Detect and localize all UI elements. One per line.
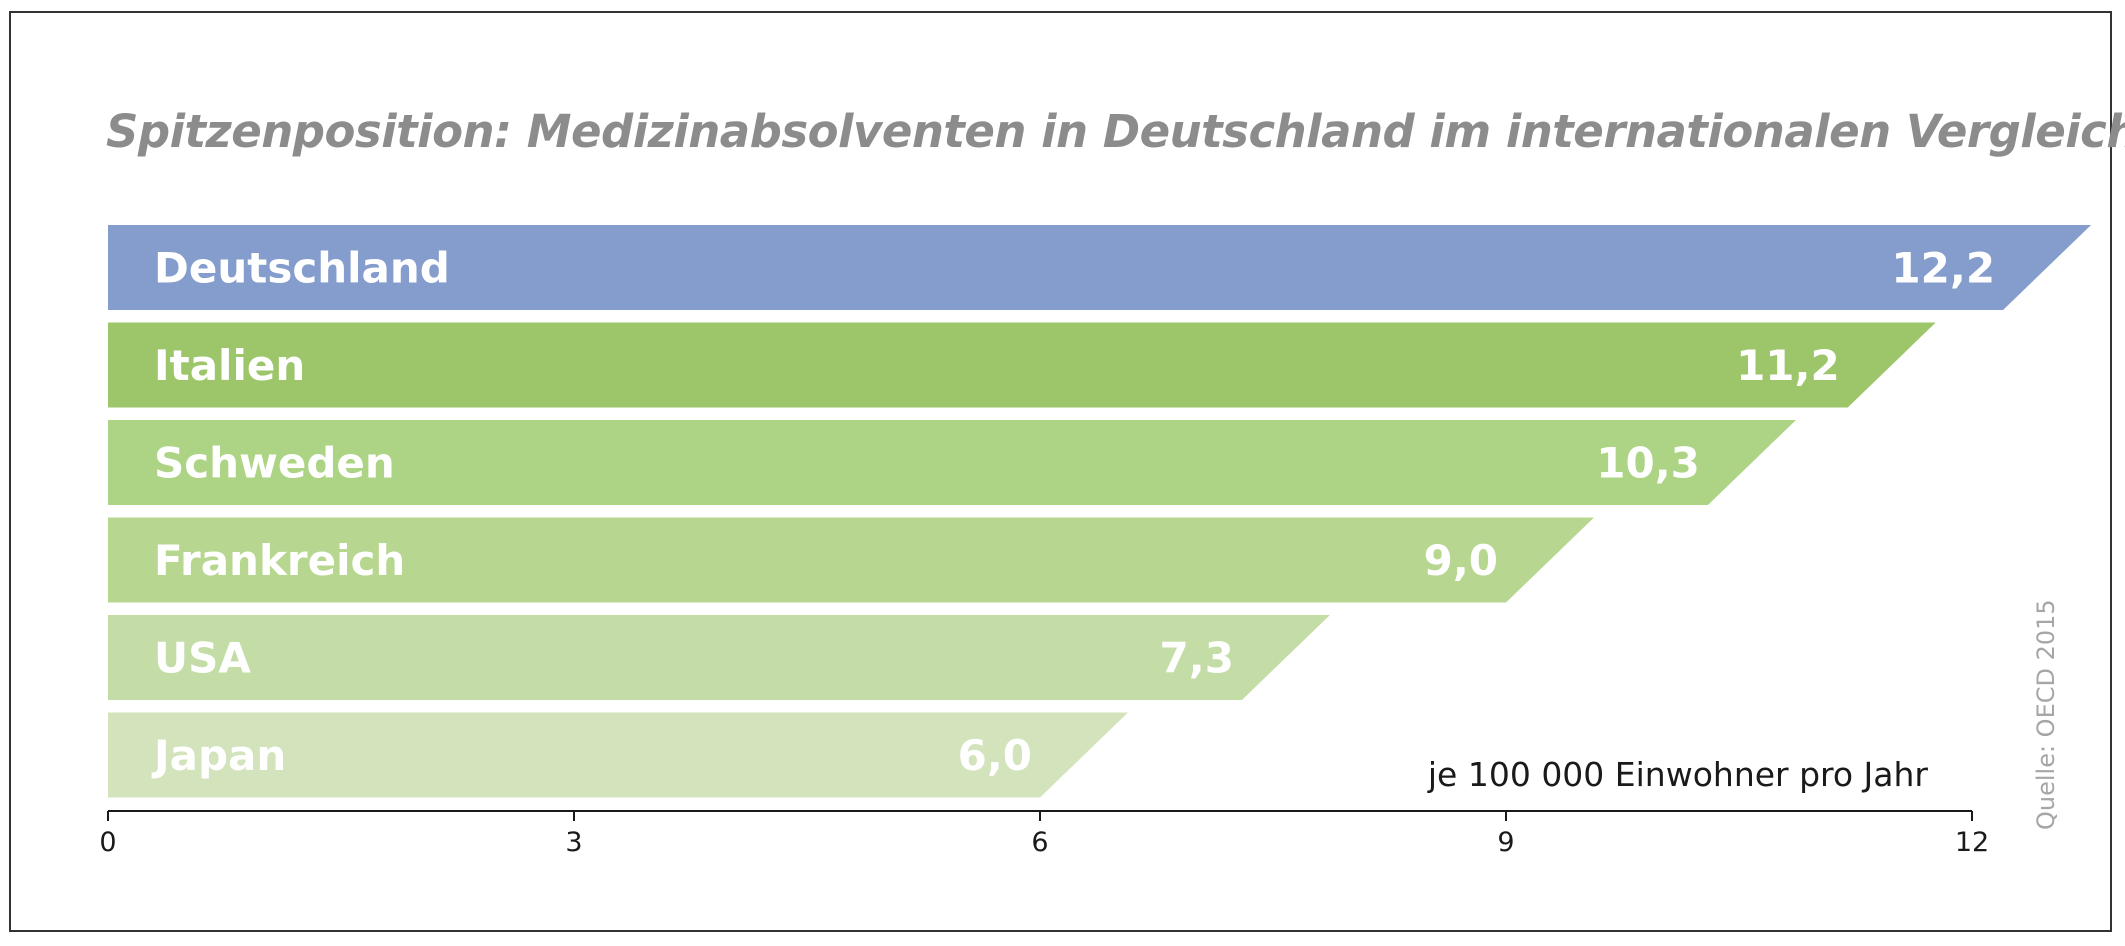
value-label: 6,0 (958, 731, 1032, 780)
bar-frankreich (108, 517, 1594, 603)
value-label: 9,0 (1424, 536, 1498, 585)
source-label: Quelle: OECD 2015 (2032, 599, 2060, 830)
category-label: Deutschland (154, 244, 450, 293)
category-label: Italien (154, 341, 305, 390)
bars-layer: Deutschland 12,2 Italien 11,2 Schweden 10,3 Fr… (108, 225, 2092, 798)
value-label: 7,3 (1160, 634, 1234, 683)
chart-title: Spitzenposition: Medizinabsolventen in D… (106, 105, 2125, 158)
category-label: Frankreich (154, 536, 405, 585)
value-label: 10,3 (1596, 439, 1700, 488)
value-label: 12,2 (1891, 244, 1995, 293)
bar-usa (108, 615, 1330, 700)
bar-italien (108, 322, 1936, 408)
category-label: Schweden (154, 439, 395, 488)
x-tick-label: 9 (1497, 827, 1514, 858)
x-tick-label: 3 (565, 827, 582, 858)
category-label: USA (154, 634, 251, 683)
category-label: Japan (151, 731, 286, 780)
x-tick-label: 6 (1031, 827, 1048, 858)
unit-label: je 100 000 Einwohner pro Jahr (1427, 755, 1929, 794)
bar-schweden (108, 420, 1796, 505)
x-tick-label: 0 (99, 827, 116, 858)
value-label: 11,2 (1736, 341, 1840, 390)
bar-deutschland (108, 225, 2092, 310)
bar-japan (108, 712, 1128, 798)
x-tick-label: 12 (1955, 827, 1989, 858)
x-axis: 0 3 6 9 12 (99, 810, 1989, 858)
